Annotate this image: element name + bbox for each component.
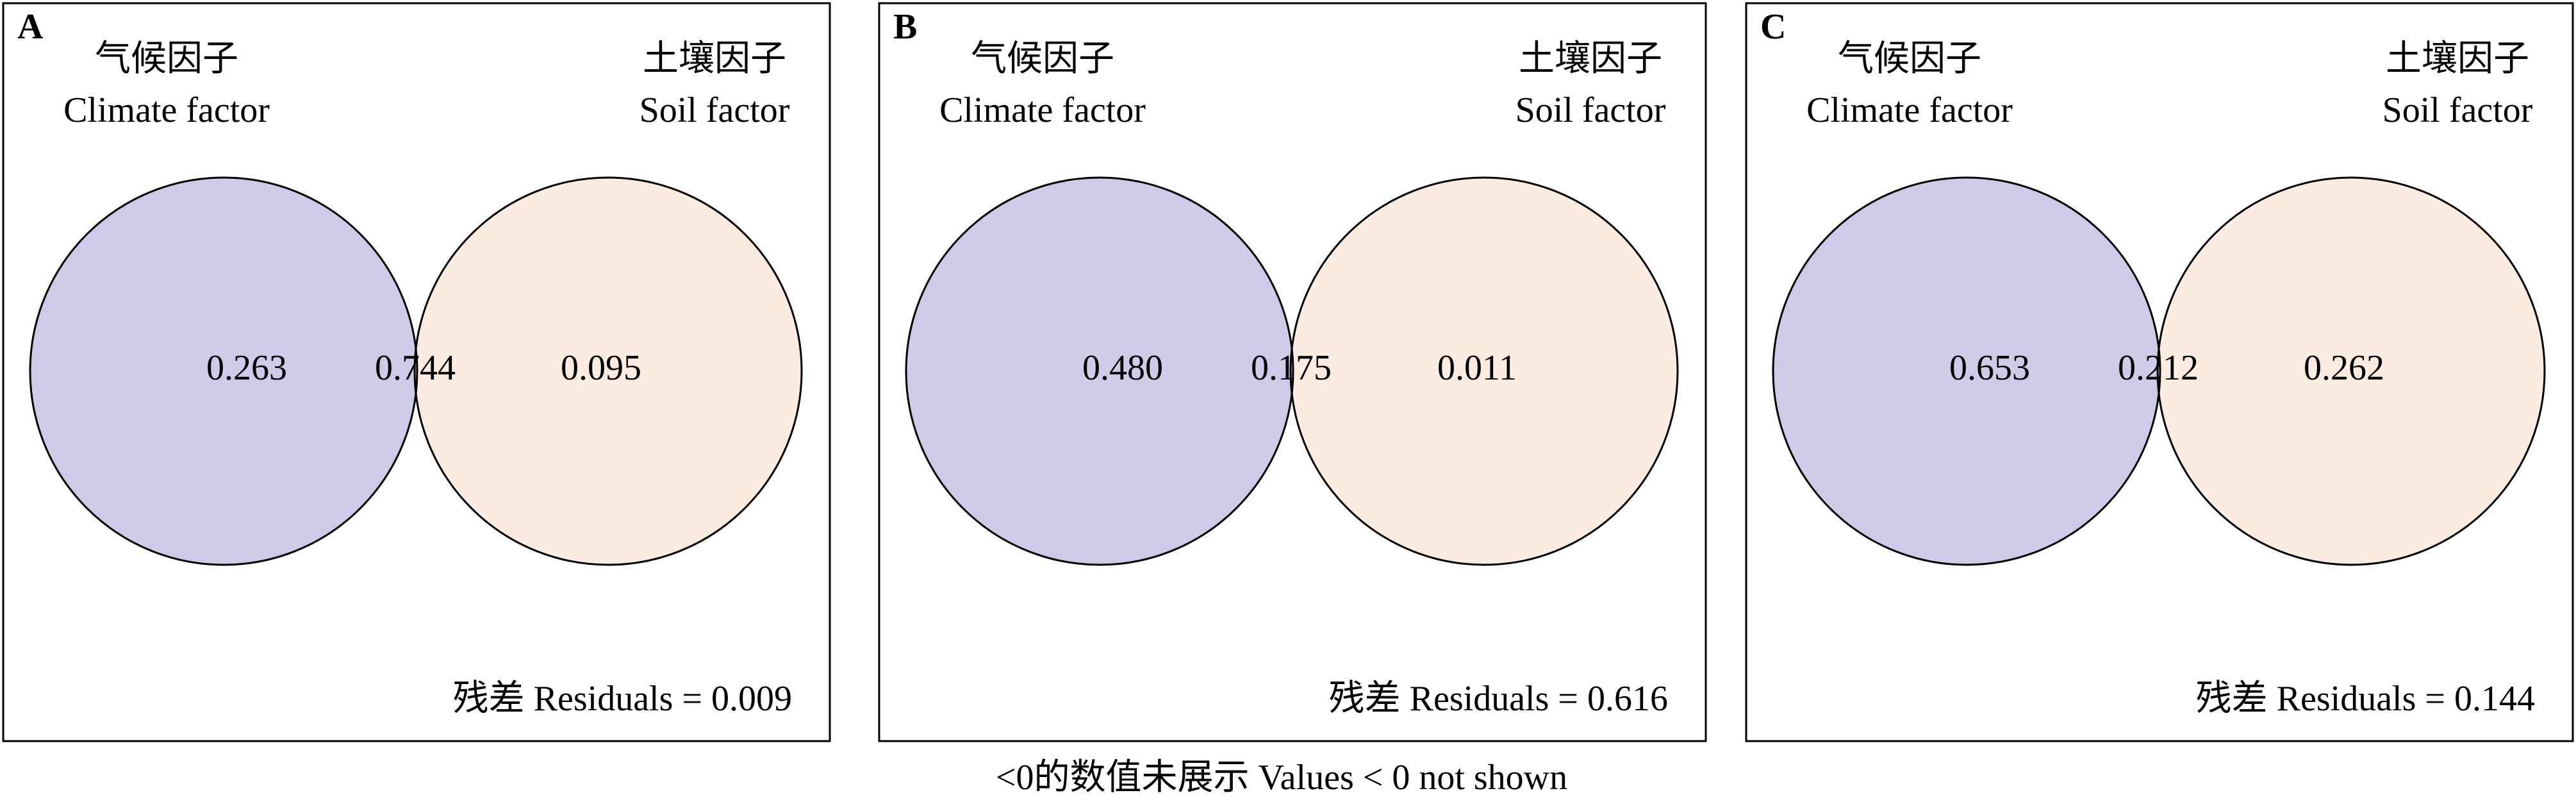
residual-name: 残差 Residuals = — [453, 679, 702, 719]
region-value: 0.263 — [206, 348, 287, 388]
panel-letter: A — [17, 7, 44, 47]
region-value: 0.744 — [375, 348, 456, 388]
set-circle — [906, 178, 1293, 565]
set-circle — [30, 178, 417, 565]
set-circle — [2158, 178, 2545, 565]
panel-frame — [878, 2, 1707, 742]
residual-text: 残差 Residuals = 0.009 — [453, 679, 792, 719]
residual-text: 残差 Residuals = 0.144 — [2196, 679, 2535, 719]
residual-name: 残差 Residuals = — [2196, 679, 2445, 719]
set-label-en: Soil factor — [2382, 90, 2533, 130]
residual-value: 0.009 — [711, 679, 792, 719]
region-value: 0.095 — [561, 348, 641, 388]
set-label-en: Climate factor — [1806, 90, 2013, 130]
set-label-en: Climate factor — [939, 90, 1146, 130]
set-label-zh: 土壤因子 — [1519, 39, 1662, 79]
set-label-en: Soil factor — [640, 90, 790, 130]
residual-value: 0.616 — [1587, 679, 1668, 719]
venn-panel: A 气候因子 Climate factor 土壤因子 Soil factor 0.263 0… — [2, 2, 831, 742]
region-value: 0.262 — [2304, 348, 2384, 388]
set-label-en: Soil factor — [1515, 90, 1666, 130]
venn-panel: B 气候因子 Climate factor 土壤因子 Soil factor 0.480 0… — [878, 2, 1707, 742]
residual-name: 残差 Residuals = — [1329, 679, 1578, 719]
set-outline — [905, 176, 1294, 566]
region-value: 0.212 — [2118, 348, 2199, 388]
residual-text: 残差 Residuals = 0.616 — [1329, 679, 1668, 719]
set-label-zh: 土壤因子 — [643, 39, 786, 79]
region-value: 0.175 — [1251, 348, 1332, 388]
footnote: <0的数值未展示 Values < 0 not shown — [996, 758, 1567, 798]
panel-letter: C — [1760, 7, 1786, 47]
set-label-zh: 气候因子 — [1838, 39, 1981, 79]
panel-frame — [1745, 2, 2574, 742]
panel-letter: B — [893, 7, 917, 47]
set-outline — [413, 176, 803, 566]
set-label-zh: 气候因子 — [971, 39, 1114, 79]
set-circle — [1773, 178, 2160, 565]
venn-panel: C 气候因子 Climate factor 土壤因子 Soil factor 0.653 0… — [1745, 2, 2574, 742]
set-outline — [1289, 176, 1679, 566]
region-value: 0.011 — [1437, 348, 1517, 388]
region-value: 0.653 — [1949, 348, 2030, 388]
set-outline — [2156, 176, 2546, 566]
set-outline — [1772, 176, 2161, 566]
set-outline — [29, 176, 418, 566]
panel-frame — [2, 2, 831, 742]
set-circle — [415, 178, 802, 565]
residual-value: 0.144 — [2454, 679, 2535, 719]
set-circle — [1291, 178, 1678, 565]
set-label-zh: 土壤因子 — [2386, 39, 2529, 79]
set-label-zh: 气候因子 — [95, 39, 238, 79]
set-label-en: Climate factor — [63, 90, 270, 130]
region-value: 0.480 — [1082, 348, 1163, 388]
